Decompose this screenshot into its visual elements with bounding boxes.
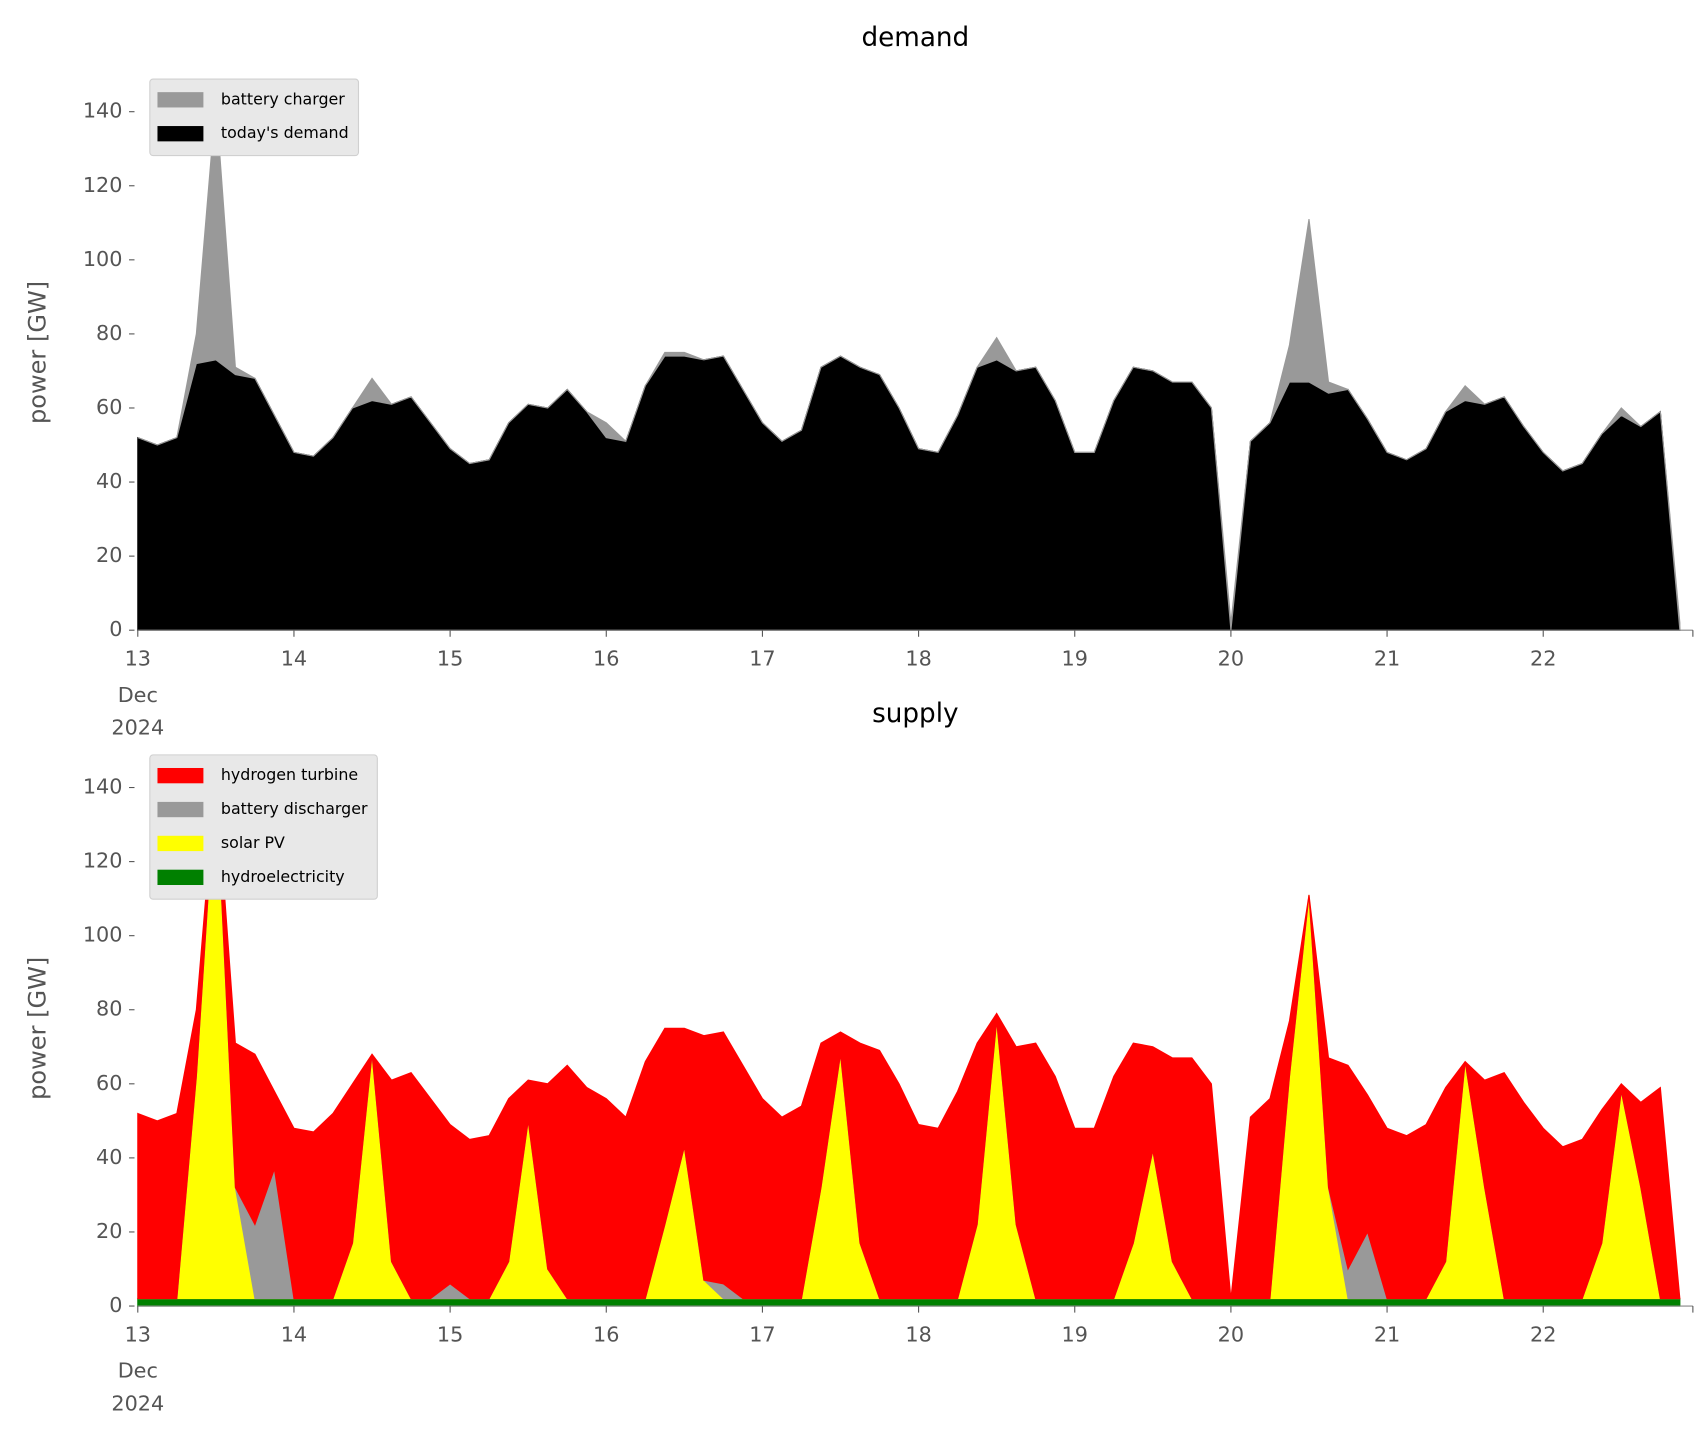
legend-swatch — [157, 767, 204, 784]
x-tick-label: 17 — [749, 647, 775, 671]
y-tick-label: 40 — [96, 1145, 122, 1169]
x-tick-label: 15 — [437, 647, 463, 671]
x-offset-label: Dec — [118, 683, 158, 707]
y-axis-label: power [GW] — [23, 281, 51, 424]
legend-swatch — [157, 801, 204, 818]
y-tick-label: 60 — [96, 1071, 122, 1095]
y-tick-label: 140 — [83, 99, 123, 123]
x-tick-label: 16 — [593, 1323, 619, 1347]
y-tick-label: 0 — [109, 617, 122, 641]
y-tick-label: 20 — [96, 543, 122, 567]
y-tick-label: 100 — [83, 247, 123, 271]
legend-label: solar PV — [221, 833, 285, 852]
x-tick-label: 18 — [905, 647, 931, 671]
legend-swatch — [157, 126, 204, 142]
y-tick-label: 80 — [96, 321, 122, 345]
legend-label: hydroelectricity — [221, 867, 345, 886]
y-tick-label: 80 — [96, 997, 122, 1021]
y-tick-label: 0 — [109, 1293, 122, 1317]
chart-title: demand — [861, 23, 969, 53]
x-tick-label: 21 — [1374, 647, 1400, 671]
y-tick-label: 60 — [96, 395, 122, 419]
x-tick-label: 20 — [1218, 1323, 1244, 1347]
x-offset-label: Dec — [118, 1359, 158, 1383]
legend-label: hydrogen turbine — [221, 765, 358, 784]
x-tick-label: 16 — [593, 647, 619, 671]
y-tick-label: 120 — [83, 173, 123, 197]
legend-label: today's demand — [221, 123, 349, 142]
y-tick-label: 100 — [83, 923, 123, 947]
y-tick-label: 120 — [83, 849, 123, 873]
x-tick-label: 13 — [125, 1323, 151, 1347]
y-tick-label: 40 — [96, 469, 122, 493]
x-offset-label: 2024 — [111, 716, 164, 740]
y-tick-label: 20 — [96, 1219, 122, 1243]
area — [137, 776, 1681, 1300]
subplot: supply power [GW] 0 20 40 60 80 100 120 140 13 14 15… — [23, 699, 1694, 1415]
y-tick-label: 140 — [83, 775, 123, 799]
x-tick-label: 20 — [1218, 647, 1244, 671]
x-tick-label: 22 — [1530, 1323, 1556, 1347]
legend: hydrogen turbine battery discharger solar … — [149, 754, 378, 900]
x-tick-label: 21 — [1374, 1323, 1400, 1347]
legend-box — [149, 754, 378, 900]
legend-swatch — [157, 869, 204, 886]
x-tick-label: 18 — [905, 1323, 931, 1347]
legend: battery charger today's demand — [149, 78, 360, 157]
x-tick-label: 19 — [1062, 647, 1088, 671]
subplot: demand power [GW] 0 20 40 60 80 100 120 140 13 14 15… — [23, 23, 1694, 740]
x-tick-label: 17 — [749, 1323, 775, 1347]
legend-label: battery charger — [221, 89, 345, 108]
x-tick-label: 14 — [281, 647, 307, 671]
area — [137, 1298, 1681, 1307]
legend-label: battery discharger — [221, 799, 368, 818]
legend-swatch — [157, 92, 204, 108]
area — [137, 100, 1681, 631]
x-offset-label: 2024 — [111, 1391, 164, 1415]
x-tick-label: 15 — [437, 1323, 463, 1347]
x-tick-label: 14 — [281, 1323, 307, 1347]
x-tick-label: 13 — [125, 647, 151, 671]
chart-title: supply — [872, 699, 958, 729]
y-axis-label: power [GW] — [23, 957, 51, 1100]
legend-swatch — [157, 835, 204, 852]
x-tick-label: 22 — [1530, 647, 1556, 671]
x-tick-label: 19 — [1062, 1323, 1088, 1347]
